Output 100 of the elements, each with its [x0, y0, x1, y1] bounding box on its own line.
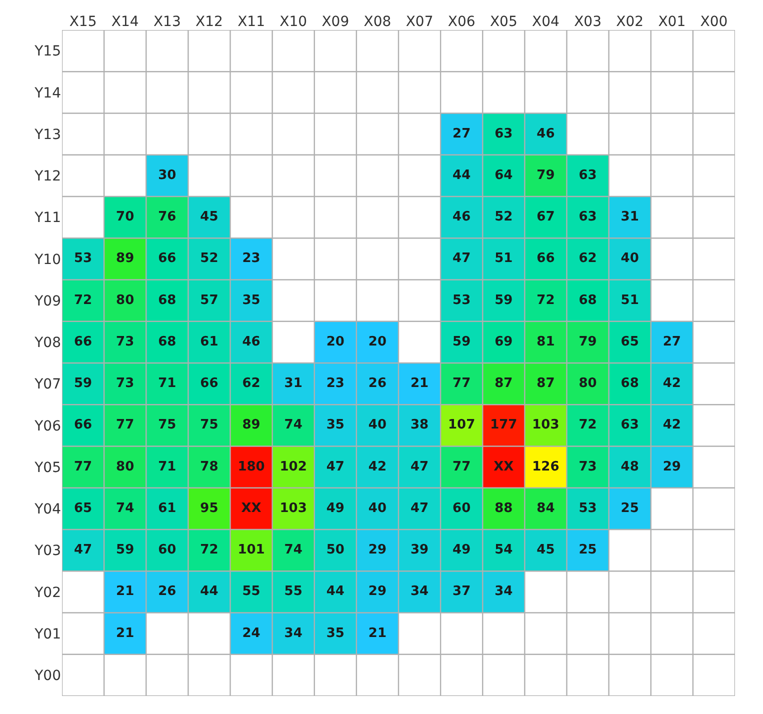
x-tick-label: X13 — [153, 14, 181, 30]
data-label: 63 — [494, 126, 513, 142]
x-tick-label: X15 — [69, 14, 97, 30]
data-label: 69 — [494, 334, 513, 350]
data-label: 29 — [662, 459, 681, 474]
x-tick-label: X03 — [574, 14, 602, 30]
data-label: 20 — [368, 334, 387, 350]
data-label: 26 — [368, 376, 387, 392]
data-label: 177 — [490, 418, 518, 433]
data-label: 30 — [158, 168, 176, 183]
data-label: 72 — [578, 418, 597, 433]
data-label: 20 — [326, 334, 344, 350]
data-label: 66 — [74, 418, 92, 433]
data-label: 55 — [284, 584, 302, 600]
data-label: 59 — [116, 542, 134, 558]
x-tick-label: X00 — [700, 14, 728, 30]
x-tick-label: X12 — [196, 14, 223, 30]
data-label: 27 — [452, 126, 471, 142]
x-tick-label: X05 — [490, 14, 518, 30]
y-tick-label: Y11 — [34, 210, 61, 226]
y-tick-label: Y00 — [34, 668, 61, 684]
data-label: 44 — [200, 584, 218, 600]
data-label: 25 — [578, 542, 597, 558]
data-label: 74 — [116, 500, 134, 516]
data-label: 29 — [368, 542, 387, 558]
data-label: 23 — [242, 251, 260, 266]
data-label: 21 — [116, 626, 134, 641]
data-label: 59 — [494, 292, 513, 308]
data-label: 87 — [494, 376, 513, 392]
data-label: 73 — [578, 459, 597, 474]
y-tick-label: Y03 — [34, 543, 61, 560]
data-label: 59 — [74, 376, 92, 392]
data-label: 62 — [578, 251, 597, 266]
text: XX — [241, 500, 262, 516]
data-label: 38 — [410, 418, 429, 433]
x-tick-label: X08 — [364, 14, 392, 30]
data-label: 63 — [620, 418, 639, 433]
x-tick-label: X11 — [238, 14, 265, 30]
data-label: 46 — [452, 210, 471, 225]
y-tick-label: Y04 — [34, 502, 62, 518]
data-label: 52 — [494, 210, 513, 225]
data-label: 45 — [536, 542, 555, 558]
data-label: 63 — [578, 210, 597, 225]
data-label: 53 — [452, 292, 471, 308]
data-label: 66 — [200, 376, 218, 392]
data-label: 79 — [578, 334, 597, 350]
data-label: 61 — [200, 334, 218, 350]
data-label: 65 — [620, 334, 639, 350]
data-label: 60 — [452, 500, 471, 516]
data-label: 25 — [620, 500, 639, 516]
data-label: 103 — [280, 500, 307, 516]
data-label: 66 — [536, 251, 555, 266]
data-label: 64 — [494, 168, 513, 183]
data-label: 42 — [368, 459, 387, 474]
data-label: 79 — [536, 168, 555, 183]
data-label: 47 — [74, 542, 92, 558]
data-label: 47 — [410, 459, 429, 474]
x-tick-label: X09 — [322, 14, 350, 30]
data-label: 35 — [326, 418, 344, 433]
data-label: 73 — [116, 334, 134, 350]
data-label: 51 — [494, 251, 513, 266]
data-label: 80 — [116, 292, 134, 308]
data-label: 35 — [326, 626, 344, 641]
y-tick-label: Y12 — [34, 168, 61, 185]
data-label: 52 — [200, 251, 218, 266]
data-label: 63 — [578, 168, 597, 183]
data-label: 180 — [238, 459, 265, 474]
data-label: 67 — [536, 210, 555, 225]
data-label: 40 — [620, 251, 639, 266]
data-label: 42 — [662, 376, 681, 392]
data-label: 44 — [452, 168, 471, 183]
data-label: 53 — [578, 500, 597, 516]
data-label: 49 — [326, 500, 344, 516]
data-label: 48 — [620, 459, 639, 474]
data-label: 61 — [158, 500, 176, 516]
data-label: 40 — [368, 500, 387, 516]
data-label: 88 — [494, 500, 513, 516]
data-label: 95 — [200, 500, 218, 516]
data-label: 51 — [620, 292, 639, 308]
data-label: 68 — [158, 334, 176, 350]
data-label: 39 — [410, 542, 429, 558]
data-label: 68 — [158, 292, 176, 308]
data-label: 26 — [158, 584, 176, 600]
data-label: 84 — [536, 500, 555, 516]
y-tick-label: Y13 — [34, 126, 61, 143]
data-label: 47 — [452, 251, 471, 266]
data-label: 45 — [200, 210, 218, 225]
data-label: 76 — [158, 210, 176, 225]
data-label: 66 — [74, 334, 92, 350]
data-label: 35 — [242, 292, 260, 308]
y-tick-label: Y07 — [34, 376, 61, 393]
data-label: 72 — [200, 542, 218, 558]
y-tick-label: Y01 — [34, 626, 61, 642]
data-label: 89 — [116, 251, 134, 266]
data-label: 73 — [116, 376, 134, 392]
data-label: 80 — [578, 376, 597, 392]
data-label: 75 — [158, 418, 176, 433]
data-label: 80 — [116, 459, 134, 474]
data-label: 47 — [326, 459, 344, 474]
y-tick-label: Y10 — [34, 252, 61, 268]
